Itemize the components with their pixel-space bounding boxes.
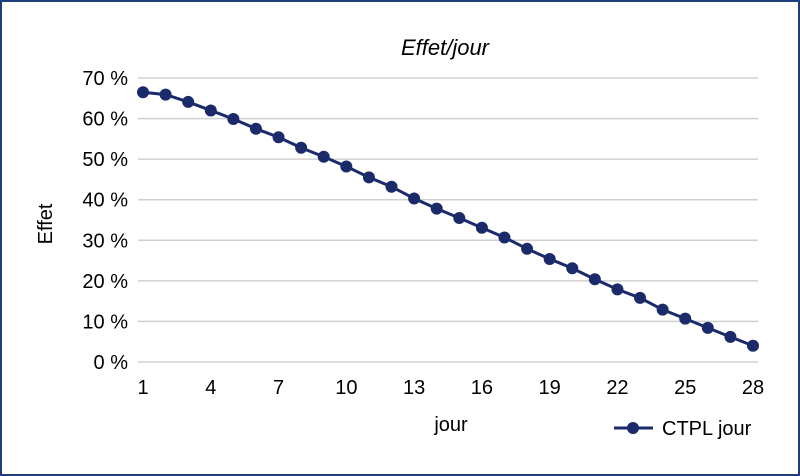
data-point <box>498 231 511 244</box>
data-point <box>385 180 398 193</box>
chart-title: Effet/jour <box>401 35 491 60</box>
y-axis-label: Effet <box>35 203 57 244</box>
data-point <box>227 112 240 125</box>
y-tick-label: 40 % <box>82 190 128 212</box>
data-point <box>611 283 624 296</box>
data-point <box>656 303 669 316</box>
y-axis-ticks: 0 % 10 % 20 % 30 % 40 % 50 % 60 % 70 % <box>82 68 128 374</box>
data-point <box>566 262 579 275</box>
data-point <box>272 131 285 144</box>
data-point <box>317 150 330 163</box>
data-point <box>543 252 556 265</box>
data-point <box>747 339 759 352</box>
x-tick-label: 4 <box>205 377 216 399</box>
data-point <box>430 202 443 215</box>
data-point <box>453 211 466 224</box>
data-point <box>408 192 421 205</box>
x-tick-label: 22 <box>606 377 628 399</box>
data-point <box>340 160 353 173</box>
x-tick-label: 19 <box>539 377 561 399</box>
data-point <box>701 321 714 334</box>
legend: CTPL jour <box>614 418 752 440</box>
plot-area <box>137 86 759 352</box>
data-point <box>724 330 737 343</box>
data-point <box>137 86 149 99</box>
data-point <box>295 141 308 154</box>
x-tick-label: 1 <box>137 377 148 399</box>
data-point <box>204 104 217 117</box>
data-point <box>521 242 534 255</box>
series-line <box>142 90 754 348</box>
data-point <box>634 291 647 304</box>
x-tick-label: 25 <box>674 377 696 399</box>
y-tick-label: 30 % <box>82 230 128 252</box>
legend-label: CTPL jour <box>662 418 752 440</box>
x-tick-label: 28 <box>742 377 764 399</box>
data-point <box>159 88 172 101</box>
gridlines <box>138 77 758 363</box>
data-point <box>249 122 262 135</box>
x-axis-label: jour <box>433 414 468 436</box>
y-tick-label: 70 % <box>82 68 128 90</box>
data-point <box>362 171 375 184</box>
x-tick-label: 10 <box>335 377 357 399</box>
data-point <box>475 221 488 234</box>
y-tick-label: 10 % <box>82 311 128 333</box>
y-tick-label: 50 % <box>82 149 128 171</box>
y-tick-label: 0 % <box>94 352 129 374</box>
x-axis-ticks: 1 4 7 10 13 16 19 22 25 28 <box>137 377 764 399</box>
data-point <box>182 95 195 108</box>
y-tick-label: 60 % <box>82 109 128 131</box>
data-point <box>588 273 601 286</box>
x-tick-label: 13 <box>403 377 425 399</box>
y-tick-label: 20 % <box>82 271 128 293</box>
x-tick-label: 7 <box>273 377 284 399</box>
data-point <box>679 312 692 325</box>
legend-marker-icon <box>627 422 639 434</box>
x-tick-label: 16 <box>471 377 493 399</box>
